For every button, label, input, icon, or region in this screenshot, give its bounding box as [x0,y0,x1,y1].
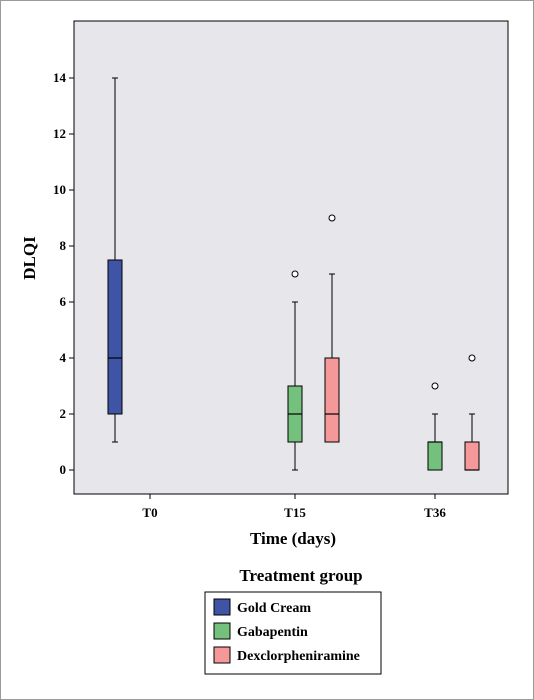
x-tick-label: T36 [424,505,446,520]
legend-box [204,591,382,675]
outlier-point [328,214,336,222]
y-tick-label: 8 [60,238,67,253]
outlier-point [468,354,476,362]
box-plot [324,214,340,443]
box-plot [287,270,303,471]
y-tick-label: 0 [60,462,67,477]
y-axis: 0 2 4 6 8 10 12 14 [53,70,74,477]
y-axis-title: DLQI [20,236,39,280]
iqr-box [107,259,123,415]
x-tick-label: T15 [284,505,306,520]
y-tick-label: 4 [60,350,67,365]
box-plot [427,382,443,471]
y-tick-label: 10 [53,182,66,197]
legend-label: Dexclorpheniramine [237,649,360,664]
legend-label: Gabapentin [237,625,308,640]
y-tick-label: 14 [53,70,67,85]
legend-swatch [213,646,231,664]
x-axis-title: Time (days) [250,529,336,548]
y-tick-label: 12 [53,126,66,141]
y-tick-label: 6 [60,294,67,309]
box-plot [107,77,123,443]
iqr-box [324,357,340,443]
box-plot [464,354,480,471]
y-tick-label: 2 [60,406,67,421]
legend-swatch [213,598,231,616]
box-plots [107,77,480,471]
x-axis: T0 T15 T36 [142,494,446,520]
x-tick-label: T0 [142,505,157,520]
outlier-point [431,382,439,390]
legend-label: Gold Cream [237,601,311,616]
outlier-point [291,270,299,278]
legend-entries: Gold Cream Gabapentin Dexclorpheniramine [213,598,360,664]
iqr-box [464,441,480,471]
legend-title: Treatment group [239,566,362,585]
legend-swatch [213,622,231,640]
iqr-box [427,441,443,471]
